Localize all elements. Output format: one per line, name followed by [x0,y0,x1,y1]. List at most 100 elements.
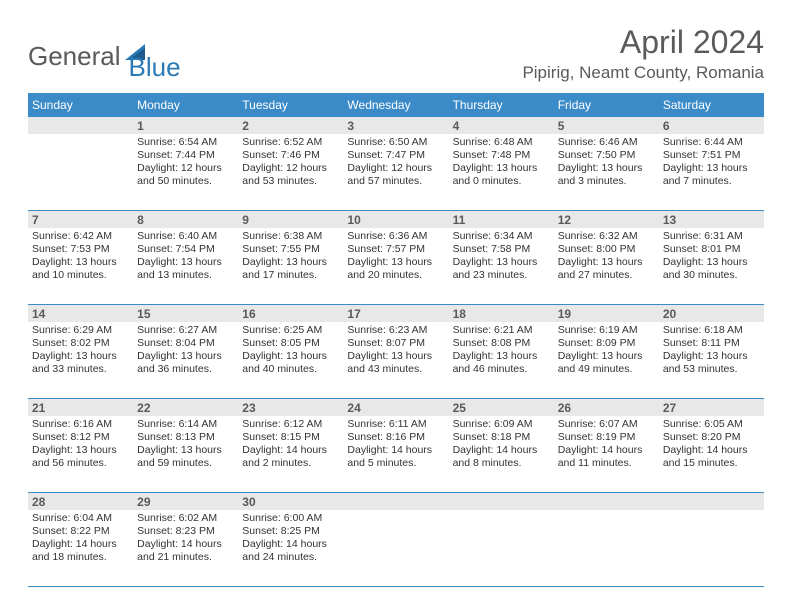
day-cell: Sunrise: 6:12 AMSunset: 8:15 PMDaylight:… [238,416,343,492]
day-info-line: Sunset: 8:04 PM [137,337,234,350]
day-info-line: and 53 minutes. [242,175,339,188]
day-info-line: Sunset: 8:19 PM [558,431,655,444]
day-info-line: Sunset: 8:15 PM [242,431,339,444]
day-info-line: Sunset: 8:12 PM [32,431,129,444]
day-info-line: Sunset: 7:53 PM [32,243,129,256]
day-info-line: Sunrise: 6:29 AM [32,324,129,337]
day-info-line: Daylight: 14 hours [558,444,655,457]
weekday-label: Saturday [659,93,764,117]
day-info-line: and 23 minutes. [453,269,550,282]
day-info-line: Sunrise: 6:48 AM [453,136,550,149]
day-info-line: Sunrise: 6:46 AM [558,136,655,149]
day-info-line: and 10 minutes. [32,269,129,282]
day-cell: Sunrise: 6:09 AMSunset: 8:18 PMDaylight:… [449,416,554,492]
weekday-label: Sunday [28,93,133,117]
day-cell: Sunrise: 6:31 AMSunset: 8:01 PMDaylight:… [659,228,764,304]
day-info-line: Daylight: 14 hours [453,444,550,457]
day-info-line: and 24 minutes. [242,551,339,564]
day-info-line: Sunrise: 6:54 AM [137,136,234,149]
weekday-label: Tuesday [238,93,343,117]
day-info-line: and 49 minutes. [558,363,655,376]
day-info-line: Sunset: 8:13 PM [137,431,234,444]
day-cell [554,510,659,586]
day-info-line: Sunrise: 6:34 AM [453,230,550,243]
day-info-line: and 2 minutes. [242,457,339,470]
day-number: 27 [659,399,764,416]
day-info-line: Daylight: 14 hours [137,538,234,551]
day-info-line: and 18 minutes. [32,551,129,564]
day-info-line: Sunset: 7:51 PM [663,149,760,162]
day-info-line: Daylight: 13 hours [347,256,444,269]
weekday-header: Sunday Monday Tuesday Wednesday Thursday… [28,93,764,117]
day-number: 20 [659,305,764,322]
day-info-line: Sunrise: 6:07 AM [558,418,655,431]
day-cell: Sunrise: 6:25 AMSunset: 8:05 PMDaylight:… [238,322,343,398]
day-info-line: Sunset: 7:44 PM [137,149,234,162]
day-cell: Sunrise: 6:18 AMSunset: 8:11 PMDaylight:… [659,322,764,398]
day-number: 15 [133,305,238,322]
day-cell: Sunrise: 6:16 AMSunset: 8:12 PMDaylight:… [28,416,133,492]
day-info-line: and 13 minutes. [137,269,234,282]
day-info-line: Sunset: 7:47 PM [347,149,444,162]
week-row: Sunrise: 6:16 AMSunset: 8:12 PM Daylight:… [28,416,764,493]
day-info-line: Sunrise: 6:23 AM [347,324,444,337]
day-info-line: Sunrise: 6:12 AM [242,418,339,431]
day-info-line: Sunrise: 6:16 AM [32,418,129,431]
day-info-line: Sunrise: 6:02 AM [137,512,234,525]
week-row: Sunrise: 6:04 AMSunset: 8:22 PMDaylight:… [28,510,764,587]
day-info-line: Daylight: 12 hours [242,162,339,175]
weekday-label: Monday [133,93,238,117]
day-info-line: Sunrise: 6:31 AM [663,230,760,243]
day-info-line: Sunset: 7:57 PM [347,243,444,256]
day-cell: Sunrise: 6:36 AMSunset: 7:57 PMDaylight:… [343,228,448,304]
day-info-line: Sunrise: 6:27 AM [137,324,234,337]
day-cell: Sunrise: 6:29 AMSunset: 8:02 PMDaylight:… [28,322,133,398]
day-cell [28,134,133,210]
day-info-line: Sunset: 8:05 PM [242,337,339,350]
day-info-line: Daylight: 13 hours [32,256,129,269]
day-info-line: Sunrise: 6:21 AM [453,324,550,337]
day-info-line: Sunset: 8:08 PM [453,337,550,350]
month-title: April 2024 [522,24,764,61]
day-info-line: Daylight: 14 hours [242,444,339,457]
day-number: 14 [28,305,133,322]
day-cell: Sunrise: 6:14 AMSunset: 8:13 PMDaylight:… [133,416,238,492]
calendar: Sunday Monday Tuesday Wednesday Thursday… [28,93,764,587]
day-info-line: Sunrise: 6:19 AM [558,324,655,337]
day-info-line: Sunrise: 6:32 AM [558,230,655,243]
logo-text-general: General [28,41,121,72]
day-number-row: 14151617181920 [28,305,764,322]
day-number-row: 123456 [28,117,764,134]
day-cell: Sunrise: 6:38 AMSunset: 7:55 PMDaylight:… [238,228,343,304]
day-number [554,493,659,510]
header: General Blue April 2024 Pipirig, Neamt C… [28,24,764,83]
day-cell: Sunrise: 6:27 AMSunset: 8:04 PMDaylight:… [133,322,238,398]
day-number: 22 [133,399,238,416]
title-block: April 2024 Pipirig, Neamt County, Romani… [522,24,764,83]
day-info-line: and 0 minutes. [453,175,550,188]
day-info-line: Sunset: 8:11 PM [663,337,760,350]
day-number: 3 [343,117,448,134]
day-number [343,493,448,510]
day-info-line: Sunset: 8:16 PM [347,431,444,444]
day-number: 12 [554,211,659,228]
day-info-line: and 46 minutes. [453,363,550,376]
day-info-line: and 11 minutes. [558,457,655,470]
day-cell: Sunrise: 6:40 AMSunset: 7:54 PMDaylight:… [133,228,238,304]
day-info-line: and 57 minutes. [347,175,444,188]
day-info-line: and 36 minutes. [137,363,234,376]
day-info-line: Daylight: 12 hours [347,162,444,175]
day-info-line: Sunset: 8:00 PM [558,243,655,256]
day-cell: Sunrise: 6:05 AMSunset: 8:20 PMDaylight:… [659,416,764,492]
day-info-line: Sunrise: 6:52 AM [242,136,339,149]
week-row: Sunrise: 6:42 AMSunset: 7:53 PMDaylight:… [28,228,764,305]
day-info-line: Sunrise: 6:25 AM [242,324,339,337]
day-cell: Sunrise: 6:21 AMSunset: 8:08 PMDaylight:… [449,322,554,398]
day-number: 17 [343,305,448,322]
day-info-line: Daylight: 13 hours [242,350,339,363]
day-number [449,493,554,510]
day-number: 28 [28,493,133,510]
day-number: 7 [28,211,133,228]
day-cell: Sunrise: 6:46 AMSunset: 7:50 PMDaylight:… [554,134,659,210]
day-number: 1 [133,117,238,134]
